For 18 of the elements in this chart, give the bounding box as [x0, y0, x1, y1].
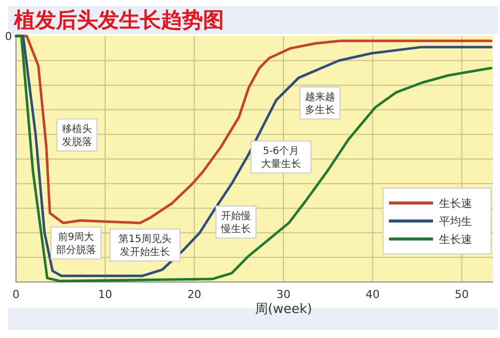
x-axis-title: 周(week) — [254, 302, 312, 317]
x-tick-label: 0 — [12, 288, 20, 301]
legend-label: 生长速 — [439, 197, 472, 210]
x-tick-label: 50 — [454, 288, 469, 301]
annotation: 移植头发脱落 — [62, 123, 92, 148]
annotation: 越来越多生长 — [305, 91, 335, 116]
text: 0 — [5, 30, 12, 43]
chart-title: 植发后头发生长趋势图 — [13, 8, 224, 32]
x-tick-label: 10 — [98, 288, 112, 301]
annotation: 第15周见头发开始生长 — [118, 233, 172, 258]
annotation: 5-6个月大量生长 — [261, 145, 301, 170]
x-tick-label: 40 — [366, 288, 380, 301]
x-tick-label: 20 — [187, 288, 202, 301]
legend-label: 平均生 — [439, 215, 472, 228]
x-tick-label: 30 — [276, 288, 290, 301]
annotation: 开始慢慢生长 — [220, 210, 251, 235]
annotation: 前9周大部分脱落 — [56, 231, 96, 256]
legend-label: 生长速 — [439, 233, 472, 246]
